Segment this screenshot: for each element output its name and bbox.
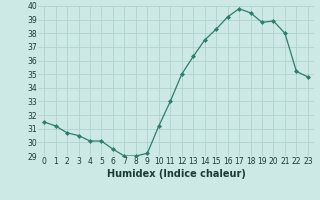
X-axis label: Humidex (Indice chaleur): Humidex (Indice chaleur)	[107, 169, 245, 179]
